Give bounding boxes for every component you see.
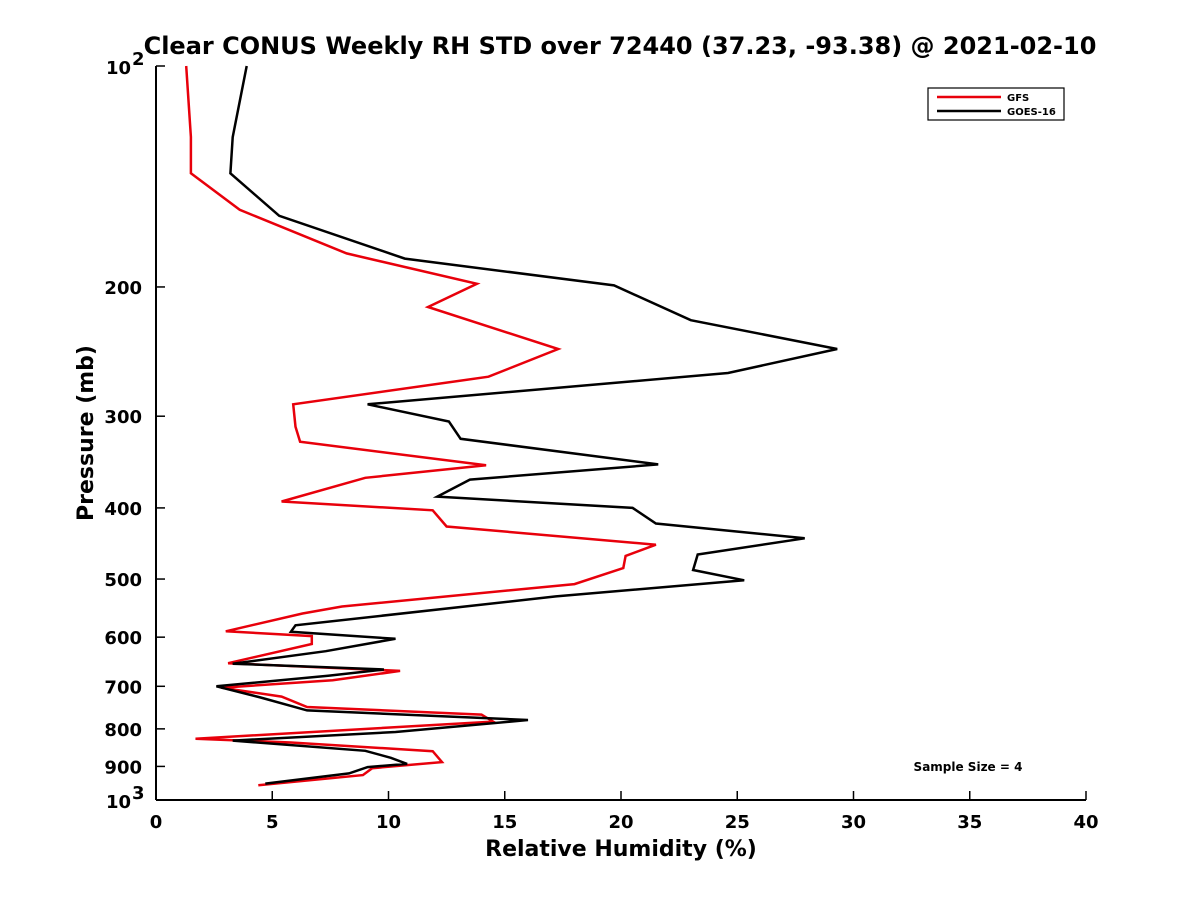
- y-tick-label: 600: [104, 628, 142, 649]
- x-tick-label: 0: [150, 812, 163, 833]
- x-tick-label: 10: [376, 812, 401, 833]
- y-tick-label: 200: [104, 278, 142, 299]
- series-line-goes-16: [216, 65, 838, 785]
- series-line-gfs: [184, 65, 657, 787]
- sample-size-annotation: Sample Size = 4: [914, 760, 1023, 774]
- x-tick-label: 30: [841, 812, 866, 833]
- y-tick-label: 10: [106, 792, 131, 813]
- legend-label-gfs: GFS: [1007, 93, 1029, 104]
- y-tick-label: 500: [104, 570, 142, 591]
- plot-lines: [184, 65, 838, 787]
- y-tick-label: 300: [104, 407, 142, 428]
- chart-title: Clear CONUS Weekly RH STD over 72440 (37…: [144, 32, 1097, 60]
- y-tick-label: 900: [104, 757, 142, 778]
- x-tick-label: 35: [957, 812, 982, 833]
- x-tick-label: 25: [725, 812, 750, 833]
- x-axis-label: Relative Humidity (%): [485, 837, 757, 862]
- legend-box: [927, 87, 1065, 121]
- y-axis-label: Pressure (mb): [74, 345, 99, 521]
- x-tick-label: 40: [1073, 812, 1098, 833]
- y-tick-label: 10: [106, 58, 131, 79]
- legend-label-goes16: GOES-16: [1007, 107, 1056, 118]
- y-tick-label-exponent: 3: [132, 783, 145, 804]
- y-tick-label: 400: [104, 499, 142, 520]
- y-tick-label-exponent: 2: [132, 49, 145, 70]
- x-tick-label: 15: [492, 812, 517, 833]
- legend: GFS GOES-16: [927, 87, 1065, 121]
- x-ticks: 0 5 10 15 20 25 30 35 40: [150, 791, 1099, 833]
- y-tick-label: 800: [104, 720, 142, 741]
- x-tick-label: 20: [608, 812, 633, 833]
- y-tick-label: 700: [104, 677, 142, 698]
- x-tick-label: 5: [266, 812, 279, 833]
